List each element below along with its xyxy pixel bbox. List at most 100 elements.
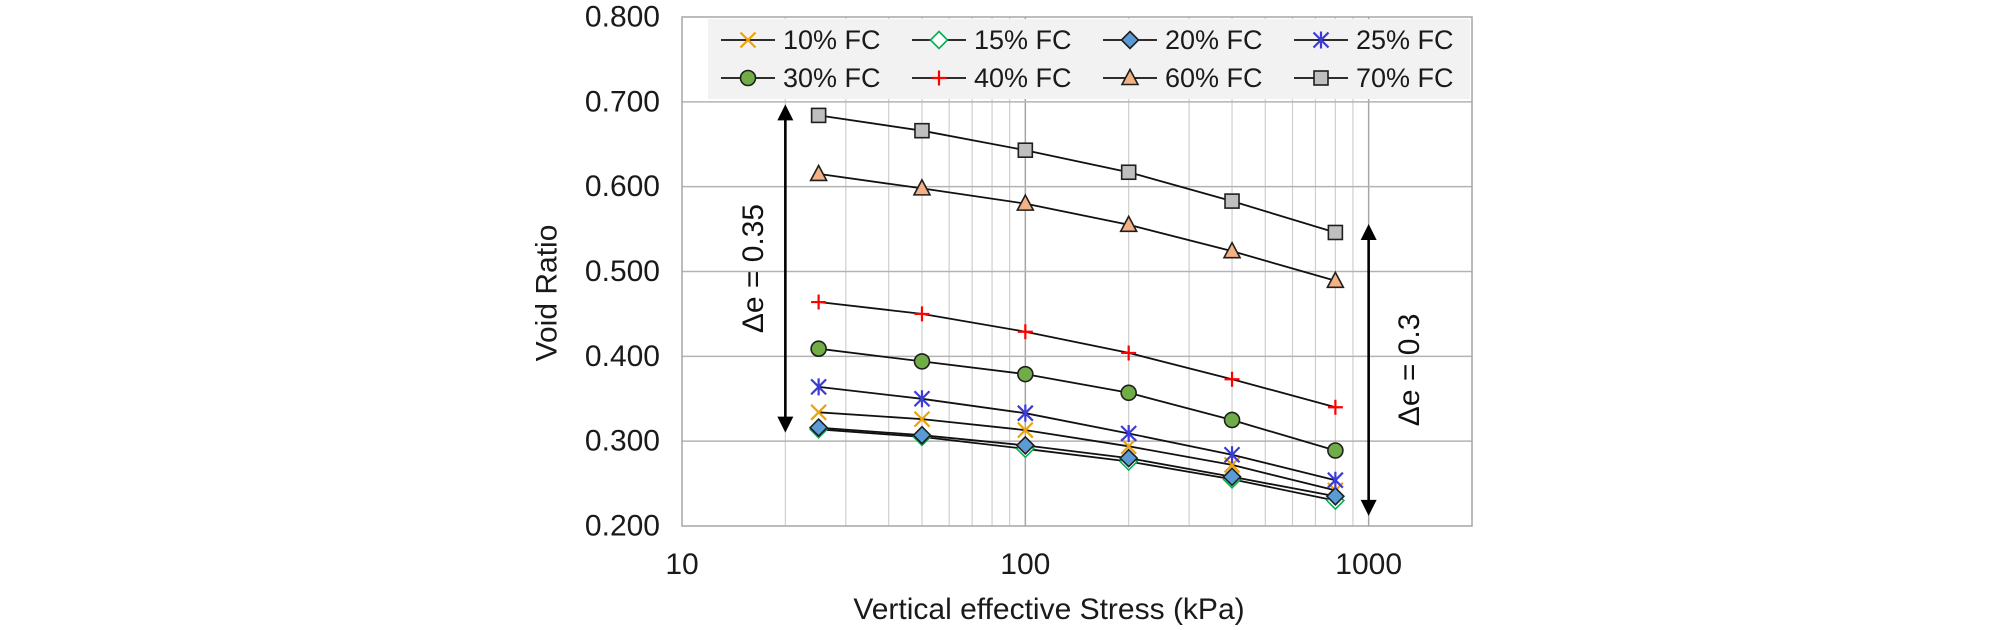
data-point-60pct-fc	[1222, 240, 1242, 259]
legend-marker-30pct-fc	[739, 69, 757, 87]
series-30pct-fc	[810, 340, 1344, 459]
series-25pct-fc	[810, 378, 1344, 489]
legend-label: 70% FC	[1356, 63, 1454, 93]
gridlines	[682, 17, 1472, 526]
series-line-70pct-fc	[818, 114, 1336, 234]
data-point-70pct-fc	[1017, 142, 1034, 158]
data-point-25pct-fc	[810, 378, 827, 396]
data-point-30pct-fc	[1327, 442, 1344, 459]
data-point-30pct-fc	[1223, 411, 1241, 429]
y-tick-label: 0.500	[585, 255, 660, 288]
annotation-label: Δe = 0.35	[737, 204, 770, 333]
annotation-arrow-head-up	[777, 104, 794, 121]
legend-background	[708, 19, 1470, 99]
legend-label: 10% FC	[783, 25, 881, 55]
data-point-30pct-fc	[913, 353, 931, 370]
x-tick-label: 10	[665, 548, 698, 581]
legend-marker-15pct-fc	[929, 30, 949, 50]
data-point-20pct-fc	[808, 417, 829, 438]
legend-entry-60pct-fc: 60% FC	[1103, 63, 1263, 93]
data-point-70pct-fc	[914, 122, 930, 139]
series-line-15pct-fc	[818, 428, 1336, 502]
series-layer	[808, 107, 1346, 511]
x-axis-title: Vertical effective Stress (kPa)	[853, 593, 1244, 626]
data-point-70pct-fc	[1224, 193, 1240, 209]
data-point-40pct-fc	[1017, 324, 1033, 340]
data-point-20pct-fc	[1119, 448, 1139, 468]
data-point-40pct-fc	[1224, 371, 1240, 387]
data-point-40pct-fc	[811, 294, 827, 310]
plot-area	[681, 16, 1473, 527]
legend-marker-10pct-fc	[739, 31, 757, 49]
legend-entry-30pct-fc: 30% FC	[721, 63, 881, 93]
data-point-10pct-fc	[1017, 421, 1034, 439]
legend-marker-20pct-fc	[1120, 30, 1140, 50]
y-tick-label: 0.300	[585, 425, 660, 458]
annotation-arrow-head-down	[1360, 499, 1377, 516]
annotation-arrow-head-down	[777, 416, 794, 433]
data-point-10pct-fc	[1120, 437, 1137, 455]
series-line-20pct-fc	[818, 426, 1336, 498]
data-point-70pct-fc	[810, 107, 827, 124]
data-point-10pct-fc	[810, 404, 827, 421]
data-point-10pct-fc	[913, 410, 931, 428]
legend-entry-10pct-fc: 10% FC	[721, 25, 881, 55]
legend-entry-70pct-fc: 70% FC	[1294, 63, 1454, 93]
tick-labels: 0.200 0.300 0.400 0.500 0.600 0.700 0.800 10 100…	[585, 1, 1402, 582]
series-line-40pct-fc	[818, 301, 1336, 409]
data-point-70pct-fc	[1120, 164, 1137, 181]
data-point-60pct-fc	[809, 163, 828, 182]
legend-entry-15pct-fc: 15% FC	[912, 25, 1072, 55]
annotation-arrow-head-up	[1360, 223, 1377, 240]
data-point-30pct-fc	[1120, 384, 1137, 402]
data-point-60pct-fc	[1015, 193, 1035, 211]
legend-label: 20% FC	[1165, 25, 1263, 55]
data-point-60pct-fc	[1326, 270, 1345, 289]
x-tick-label: 1000	[1335, 548, 1402, 581]
annotation-2: Δe = 0.3	[1360, 223, 1426, 516]
data-point-60pct-fc	[912, 178, 932, 196]
y-tick-label: 0.600	[585, 170, 660, 203]
series-line-10pct-fc	[818, 411, 1336, 492]
legend-label: 60% FC	[1165, 63, 1263, 93]
data-point-20pct-fc	[1222, 467, 1242, 487]
y-tick-label: 0.400	[585, 340, 660, 373]
data-point-60pct-fc	[1119, 214, 1139, 233]
legend-entry-25pct-fc: 25% FC	[1294, 25, 1454, 55]
legend-marker-40pct-fc	[931, 70, 947, 86]
legend-entry-20pct-fc: 20% FC	[1103, 25, 1263, 55]
series-line-25pct-fc	[818, 386, 1336, 482]
data-point-25pct-fc	[1327, 471, 1344, 489]
legend-label: 30% FC	[783, 63, 881, 93]
data-point-30pct-fc	[810, 340, 827, 357]
x-tick-label: 100	[1000, 548, 1050, 581]
annotation-1: Δe = 0.35	[737, 104, 794, 433]
annotation-label: Δe = 0.3	[1393, 314, 1426, 427]
legend-label: 25% FC	[1356, 25, 1454, 55]
y-tick-label: 0.700	[585, 85, 660, 118]
annotations: Δe = 0.35 Δe = 0.3	[737, 104, 1426, 516]
data-point-20pct-fc	[912, 425, 932, 445]
legend-label: 15% FC	[974, 25, 1072, 55]
data-point-25pct-fc	[1223, 446, 1241, 464]
legend-entry-40pct-fc: 40% FC	[912, 63, 1072, 93]
data-point-20pct-fc	[1015, 435, 1035, 456]
data-point-25pct-fc	[1120, 425, 1137, 443]
series-60pct-fc	[809, 163, 1345, 289]
legend-marker-25pct-fc	[1312, 31, 1330, 49]
y-axis-title: Void Ratio	[531, 225, 564, 362]
series-line-60pct-fc	[818, 173, 1336, 282]
data-point-40pct-fc	[914, 306, 930, 322]
data-point-25pct-fc	[913, 390, 931, 408]
y-tick-label: 0.200	[585, 510, 660, 543]
legend-label: 40% FC	[974, 63, 1072, 93]
data-point-40pct-fc	[1121, 345, 1137, 361]
series-70pct-fc	[810, 107, 1344, 241]
legend-marker-70pct-fc	[1313, 70, 1329, 86]
data-point-30pct-fc	[1017, 365, 1034, 383]
series-20pct-fc	[808, 417, 1346, 506]
legend: 10% FC 15% FC 20% FC 25% FC 30% FC 40% FC 60% …	[708, 19, 1470, 99]
legend-marker-60pct-fc	[1120, 67, 1140, 86]
